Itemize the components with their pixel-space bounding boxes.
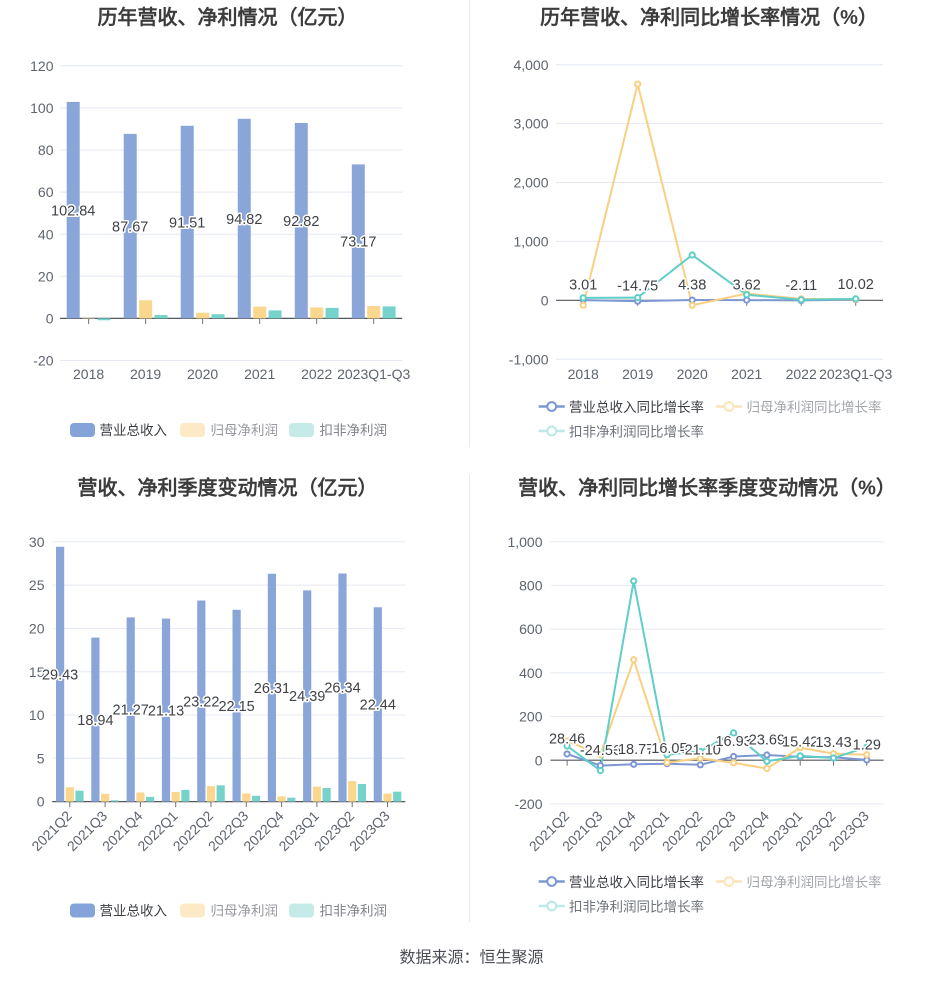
svg-text:2022: 2022	[786, 366, 817, 382]
svg-text:2,000: 2,000	[513, 175, 548, 191]
svg-text:20: 20	[38, 268, 54, 284]
svg-text:29.43: 29.43	[42, 667, 78, 683]
svg-text:2018: 2018	[73, 366, 104, 382]
svg-text:-2.11: -2.11	[785, 278, 817, 294]
svg-text:归母净利润同比增长率: 归母净利润同比增长率	[747, 874, 882, 890]
svg-text:归母净利润同比增长率: 归母净利润同比增长率	[747, 399, 882, 415]
svg-text:800: 800	[519, 578, 543, 594]
svg-text:2018: 2018	[568, 366, 599, 382]
svg-text:归母净利润: 归母净利润	[211, 903, 279, 919]
svg-text:22.15: 22.15	[218, 699, 254, 715]
svg-text:营业总收入同比增长率: 营业总收入同比增长率	[569, 874, 704, 890]
svg-text:0: 0	[541, 292, 549, 308]
svg-text:600: 600	[519, 621, 543, 637]
svg-text:1,000: 1,000	[513, 234, 548, 250]
svg-text:100: 100	[30, 100, 54, 116]
svg-text:-1,000: -1,000	[509, 351, 549, 367]
svg-text:历年营收、净利同比增长率情况（%）: 历年营收、净利同比增长率情况（%）	[540, 5, 878, 29]
svg-text:40: 40	[38, 226, 54, 242]
svg-text:营收、净利同比增长率季度变动情况（%）: 营收、净利同比增长率季度变动情况（%）	[518, 476, 896, 500]
svg-text:94.82: 94.82	[226, 212, 262, 228]
svg-text:扣非净利润同比增长率: 扣非净利润同比增长率	[569, 423, 704, 439]
svg-text:15.42: 15.42	[782, 734, 818, 750]
svg-text:22.44: 22.44	[360, 698, 396, 714]
svg-text:营业总收入同比增长率: 营业总收入同比增长率	[569, 399, 704, 415]
svg-text:87.67: 87.67	[112, 219, 148, 235]
svg-text:20: 20	[29, 621, 45, 637]
svg-text:10.02: 10.02	[838, 277, 874, 293]
svg-text:16.93: 16.93	[715, 734, 751, 750]
svg-text:200: 200	[519, 709, 543, 725]
svg-text:25: 25	[29, 577, 45, 593]
svg-text:数据来源：恒生聚源: 数据来源：恒生聚源	[399, 948, 543, 966]
svg-text:2022: 2022	[301, 366, 332, 382]
svg-text:4.38: 4.38	[678, 278, 706, 294]
svg-text:26.31: 26.31	[254, 681, 290, 697]
svg-text:扣非净利润: 扣非净利润	[320, 904, 388, 919]
svg-text:30: 30	[29, 534, 45, 550]
svg-text:2023Q3: 2023Q3	[346, 807, 393, 854]
svg-text:5: 5	[37, 750, 45, 766]
svg-text:92.82: 92.82	[283, 214, 319, 230]
svg-text:21.27: 21.27	[113, 703, 149, 719]
svg-text:23.22: 23.22	[183, 694, 219, 710]
svg-text:60: 60	[38, 184, 54, 200]
svg-text:2020: 2020	[187, 366, 218, 382]
svg-text:2020: 2020	[677, 366, 708, 382]
svg-text:0: 0	[37, 794, 45, 810]
svg-text:3.62: 3.62	[733, 278, 761, 294]
svg-text:2019: 2019	[130, 366, 161, 382]
svg-text:3.01: 3.01	[569, 278, 597, 294]
svg-text:0: 0	[46, 311, 54, 327]
svg-text:营业总收入: 营业总收入	[100, 423, 168, 438]
svg-text:4,000: 4,000	[513, 57, 548, 73]
svg-text:历年营收、净利情况（亿元）: 历年营收、净利情况（亿元）	[98, 5, 358, 29]
svg-text:23.69: 23.69	[749, 733, 785, 749]
svg-text:21.13: 21.13	[148, 703, 184, 719]
svg-text:1.29: 1.29	[853, 737, 881, 753]
svg-text:102.84: 102.84	[51, 203, 95, 219]
svg-text:400: 400	[519, 665, 543, 681]
svg-text:24.39: 24.39	[289, 689, 325, 705]
svg-text:0: 0	[535, 752, 543, 768]
svg-text:-14.75: -14.75	[617, 279, 658, 295]
svg-text:2021: 2021	[731, 366, 762, 382]
svg-text:1,000: 1,000	[507, 534, 542, 550]
svg-text:18.94: 18.94	[77, 713, 113, 729]
svg-text:3,000: 3,000	[513, 116, 548, 132]
svg-text:26.34: 26.34	[324, 681, 360, 697]
svg-text:120: 120	[30, 58, 54, 74]
svg-text:营收、净利季度变动情况（亿元）: 营收、净利季度变动情况（亿元）	[78, 476, 378, 500]
svg-text:10: 10	[29, 707, 45, 723]
svg-text:扣非净利润同比增长率: 扣非净利润同比增长率	[569, 898, 704, 914]
svg-text:2023Q1-Q3: 2023Q1-Q3	[819, 366, 892, 382]
svg-text:91.51: 91.51	[169, 215, 205, 231]
svg-text:2023Q1-Q3: 2023Q1-Q3	[337, 366, 410, 382]
svg-text:2019: 2019	[622, 366, 653, 382]
svg-text:80: 80	[38, 142, 54, 158]
svg-text:-200: -200	[514, 796, 542, 812]
svg-text:扣非净利润: 扣非净利润	[320, 423, 388, 438]
svg-text:营业总收入: 营业总收入	[100, 904, 168, 919]
svg-text:-20: -20	[33, 353, 53, 369]
svg-text:73.17: 73.17	[340, 235, 376, 251]
svg-text:归母净利润: 归母净利润	[211, 422, 279, 438]
svg-text:13.43: 13.43	[815, 735, 851, 751]
svg-text:2021: 2021	[244, 366, 275, 382]
